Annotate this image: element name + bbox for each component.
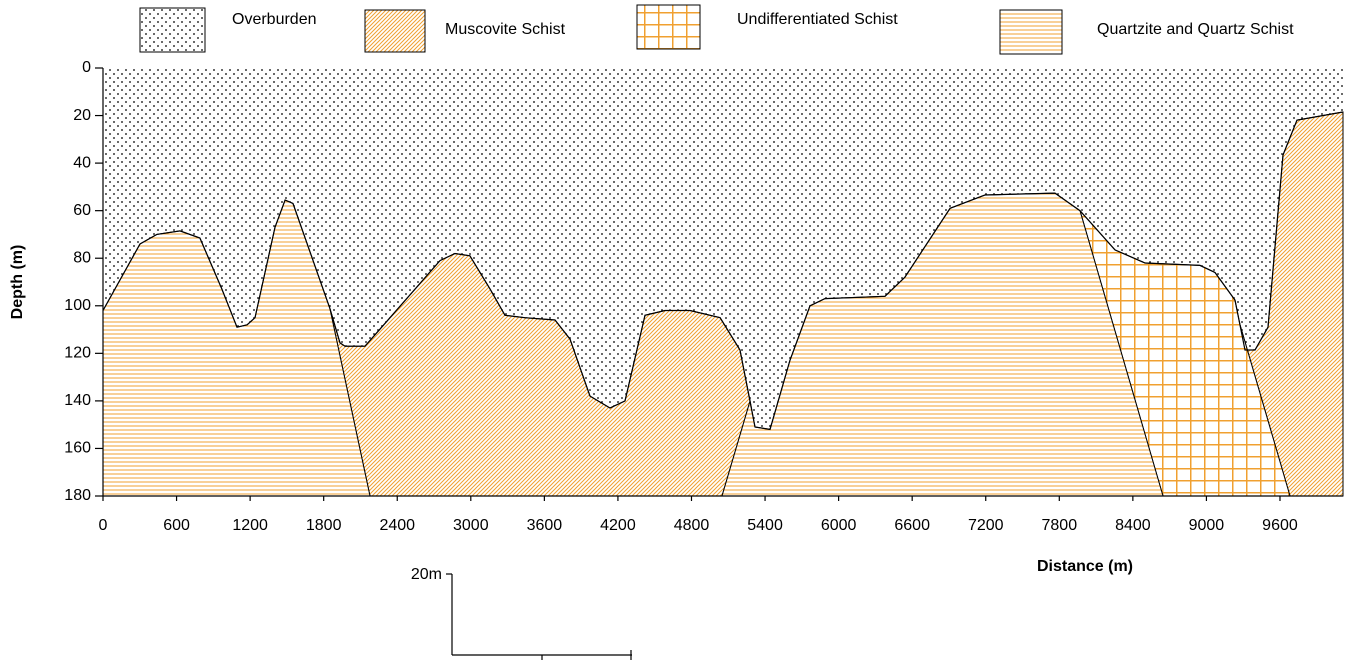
- y-tick-label: 140: [64, 392, 91, 409]
- x-tick-label: 0: [99, 517, 108, 534]
- y-tick-label: 120: [64, 345, 91, 362]
- x-tick-label: 7800: [1042, 517, 1078, 534]
- legend-label: Quartzite and Quartz Schist: [1097, 21, 1294, 38]
- x-axis-label: Distance (m): [1037, 558, 1133, 575]
- scale-bar: 20m 0 600 1200m: [411, 566, 632, 660]
- x-tick-label: 9600: [1262, 517, 1298, 534]
- x-tick-label: 3000: [453, 517, 489, 534]
- x-tick-label: 3600: [527, 517, 563, 534]
- y-tick-label: 40: [73, 154, 91, 171]
- y-tick-label: 180: [64, 487, 91, 504]
- x-tick-label: 1800: [306, 517, 342, 534]
- x-tick-label: 600: [163, 517, 190, 534]
- legend-label: Undifferentiated Schist: [737, 11, 898, 28]
- legend-label: Muscovite Schist: [445, 21, 566, 38]
- x-tick-label: 1200: [232, 517, 268, 534]
- x-tick-label: 8400: [1115, 517, 1151, 534]
- legend-swatch: [636, 4, 701, 50]
- y-tick-label: 100: [64, 297, 91, 314]
- x-tick-label: 4800: [674, 517, 710, 534]
- x-tick-label: 4200: [600, 517, 636, 534]
- y-tick-label: 20: [73, 107, 91, 124]
- x-tick-label: 2400: [379, 517, 415, 534]
- x-tick-label: 6000: [821, 517, 857, 534]
- x-tick-label: 5400: [747, 517, 783, 534]
- legend-label: Overburden: [232, 11, 317, 28]
- x-tick-label: 6600: [894, 517, 930, 534]
- y-tick-label: 0: [82, 59, 91, 76]
- y-axis-label: Depth (m): [9, 245, 26, 320]
- x-tick-label: 9000: [1189, 517, 1225, 534]
- legend-swatch: [139, 7, 206, 53]
- y-tick-label: 160: [64, 440, 91, 457]
- y-tick-label: 80: [73, 249, 91, 266]
- legend-swatch: [364, 9, 426, 53]
- overburden-base: [102, 111, 1344, 431]
- y-tick-label: 60: [73, 202, 91, 219]
- scale-bar-label: 20m: [411, 566, 442, 583]
- legend-swatch: [999, 9, 1063, 55]
- x-tick-label: 7200: [968, 517, 1004, 534]
